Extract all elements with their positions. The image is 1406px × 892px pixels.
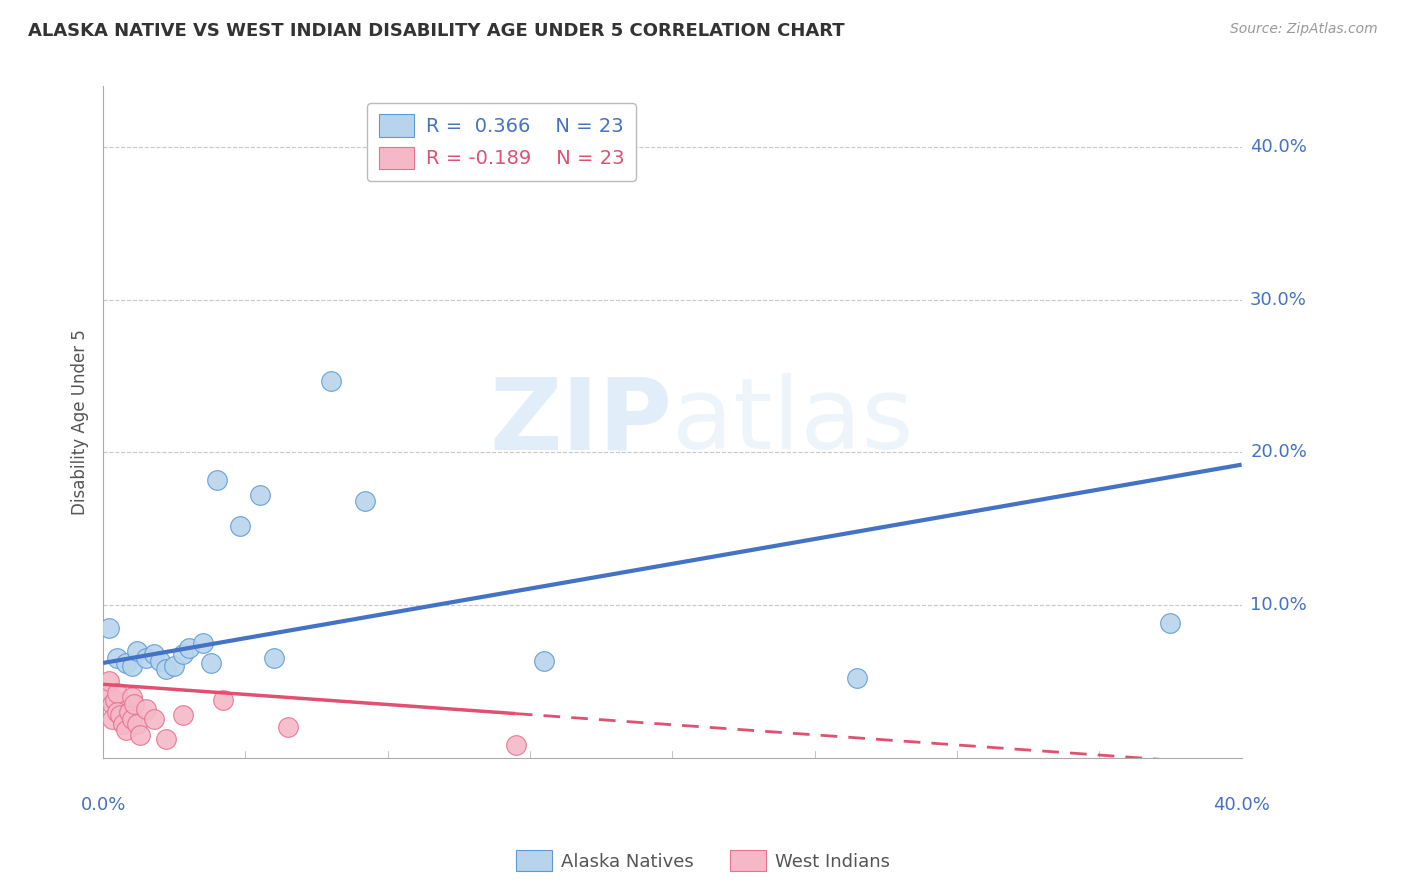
Point xyxy=(121,690,143,704)
Point xyxy=(100,713,122,727)
Point xyxy=(1159,616,1181,631)
Point xyxy=(211,692,233,706)
Text: ZIP: ZIP xyxy=(489,374,672,470)
Point xyxy=(172,707,194,722)
Point xyxy=(191,636,214,650)
Point xyxy=(319,374,342,388)
Text: Source: ZipAtlas.com: Source: ZipAtlas.com xyxy=(1230,22,1378,37)
Point xyxy=(143,647,166,661)
Point xyxy=(263,651,285,665)
Point xyxy=(163,659,186,673)
Point xyxy=(118,705,141,719)
Point xyxy=(105,705,128,719)
Point xyxy=(121,659,143,673)
Point xyxy=(354,494,377,508)
Point xyxy=(172,647,194,661)
Text: ALASKA NATIVE VS WEST INDIAN DISABILITY AGE UNDER 5 CORRELATION CHART: ALASKA NATIVE VS WEST INDIAN DISABILITY … xyxy=(28,22,845,40)
Point xyxy=(115,656,138,670)
Point xyxy=(105,651,128,665)
Point xyxy=(100,697,122,711)
Point xyxy=(135,651,157,665)
Legend: R =  0.366    N = 23, R = -0.189    N = 23: R = 0.366 N = 23, R = -0.189 N = 23 xyxy=(367,103,636,181)
Point xyxy=(177,640,200,655)
Point xyxy=(115,723,138,737)
Point xyxy=(155,732,177,747)
Point xyxy=(846,671,869,685)
Point xyxy=(112,717,135,731)
Text: 40.0%: 40.0% xyxy=(1250,138,1308,156)
Point xyxy=(229,518,252,533)
Legend: Alaska Natives, West Indians: Alaska Natives, West Indians xyxy=(509,843,897,879)
Point xyxy=(533,655,555,669)
Point xyxy=(127,644,149,658)
Point xyxy=(149,655,172,669)
Point xyxy=(200,656,222,670)
Point xyxy=(155,662,177,676)
Point xyxy=(121,713,143,727)
Text: atlas: atlas xyxy=(672,374,914,470)
Point xyxy=(277,720,299,734)
Point xyxy=(129,728,152,742)
Point xyxy=(143,713,166,727)
Text: 10.0%: 10.0% xyxy=(1250,596,1308,614)
Point xyxy=(103,692,125,706)
Point xyxy=(124,697,146,711)
Point xyxy=(205,473,228,487)
Point xyxy=(94,690,117,704)
Text: 20.0%: 20.0% xyxy=(1250,443,1308,461)
Point xyxy=(135,702,157,716)
Point xyxy=(505,739,527,753)
Point xyxy=(97,621,120,635)
Text: 0.0%: 0.0% xyxy=(80,796,125,814)
Text: 40.0%: 40.0% xyxy=(1213,796,1270,814)
Point xyxy=(105,686,128,700)
Point xyxy=(97,674,120,689)
Point xyxy=(127,717,149,731)
Y-axis label: Disability Age Under 5: Disability Age Under 5 xyxy=(72,329,89,515)
Point xyxy=(108,707,131,722)
Text: 30.0%: 30.0% xyxy=(1250,291,1308,309)
Point xyxy=(249,488,271,502)
